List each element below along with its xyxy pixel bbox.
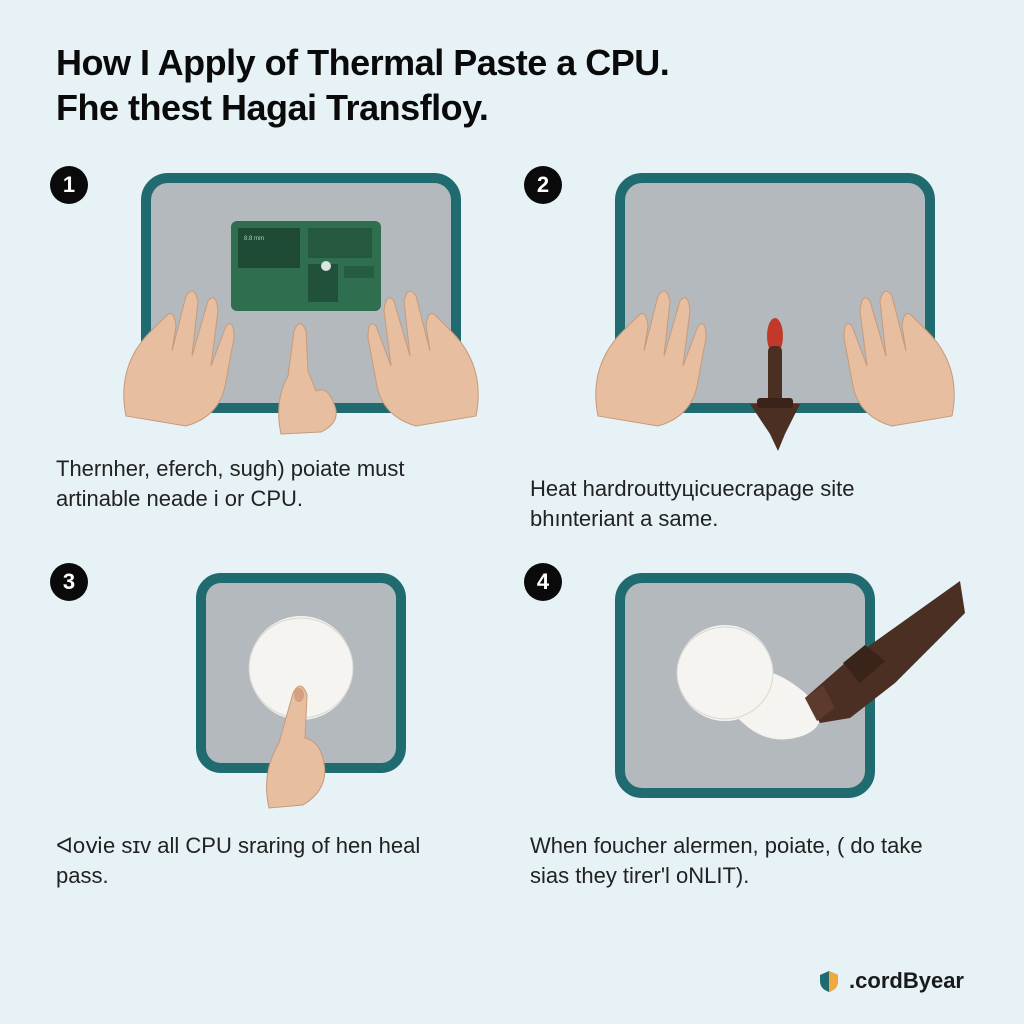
step-badge-1: 1: [50, 166, 88, 204]
brand-shield-icon: [817, 969, 841, 993]
svg-text:8.8 mm: 8.8 mm: [244, 236, 264, 242]
step-badge-4: 4: [524, 563, 562, 601]
step-2-illustration: [576, 166, 974, 456]
title-line-2: Fhe thest Hagai Transfloy.: [56, 87, 488, 128]
step-3-illustration: [102, 563, 500, 813]
brand-text: .cordByear: [849, 968, 964, 994]
footer-brand: .cordByear: [817, 968, 964, 994]
step-2: 2 Heat hardrouttyцicuecrapa: [524, 166, 974, 533]
page-title: How I Apply of Thermal Paste a CPU. Fhe …: [56, 40, 974, 130]
title-line-1: How I Apply of Thermal Paste a CPU.: [56, 42, 669, 83]
step-badge-3: 3: [50, 563, 88, 601]
step-3: 3 ᐊoⅵe sɪv all CPU sraring of hen heal p…: [50, 563, 500, 890]
step-2-caption: Heat hardrouttyцicuecrapage site bhınter…: [530, 474, 950, 533]
step-4-caption: When foucher alermen, poiate, ( do take …: [530, 831, 950, 890]
step-4: 4 When foucher a: [524, 563, 974, 890]
step-1: 1 8.8 mm: [50, 166, 500, 533]
steps-grid: 1 8.8 mm: [50, 166, 974, 891]
step-3-caption: ᐊoⅵe sɪv all CPU sraring of hen heal pas…: [56, 831, 476, 890]
step-4-illustration: [576, 563, 974, 813]
step-1-caption: Thernher, eferch, sugh) poiate must arti…: [56, 454, 476, 513]
step-1-illustration: 8.8 mm: [102, 166, 500, 436]
step-badge-2: 2: [524, 166, 562, 204]
